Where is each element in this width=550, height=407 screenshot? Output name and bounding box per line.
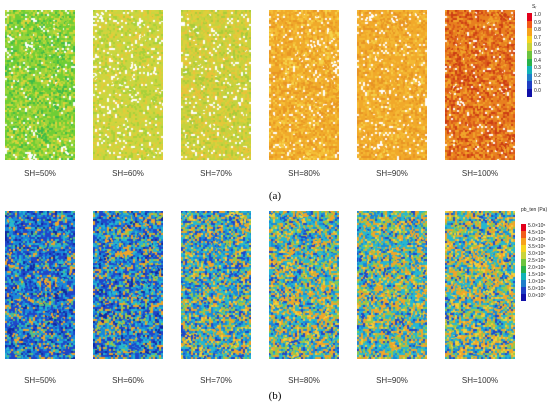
legend-tick-label: 0.0 <box>534 88 541 94</box>
legend-swatch <box>521 280 526 287</box>
legend-title: pb_ten (Pa) <box>521 207 548 213</box>
sh-label: SH=100% <box>461 169 499 178</box>
legend-tick-label: 2.0×10⁵ <box>528 265 546 271</box>
saturation-legend: Sᵣ 1.0 0.9 0.8 0.7 0.6 0.5 0.4 0.3 0.2 0.1 0.0 <box>525 4 550 104</box>
legend-tick-label: 0.4 <box>534 57 541 64</box>
legend-tick-label: 5.0×10⁴ <box>528 286 546 292</box>
sh-label: SH=50% <box>24 169 56 178</box>
legend-swatch <box>527 58 532 67</box>
tensile-legend: pb_ten (Pa) 5.0×10⁵ 4.5×10⁵ 4.0×10⁵ 3.5×10⁵… <box>519 207 550 307</box>
panel-label-a: (a) <box>268 190 282 202</box>
legend-swatch <box>521 238 526 245</box>
sample-image-a-0 <box>5 10 75 160</box>
sh-label: SH=90% <box>376 376 408 385</box>
legend-tick-label: 0.7 <box>534 34 541 41</box>
sh-label: SH=80% <box>288 169 320 178</box>
sample-image-b-2 <box>181 211 251 359</box>
legend-tick-label: 0.1 <box>534 80 541 87</box>
legend-swatch <box>521 245 526 252</box>
sh-label: SH=80% <box>288 376 320 385</box>
legend-tick-label: 1.0 <box>534 12 541 18</box>
legend-tick-label: 4.5×10⁵ <box>528 230 546 236</box>
legend-swatch <box>521 294 526 301</box>
sample-image-b-5 <box>445 211 515 359</box>
legend-swatch <box>527 43 532 52</box>
sample-image-b-3 <box>269 211 339 359</box>
legend-swatch <box>521 266 526 273</box>
legend-tick-label: 3.5×10⁵ <box>528 244 546 250</box>
legend-tick-label: 1.5×10⁵ <box>528 272 546 278</box>
legend-tick-label: 2.5×10⁵ <box>528 258 546 264</box>
legend-swatch <box>527 81 532 90</box>
sh-label: SH=70% <box>200 376 232 385</box>
legend-tick-label: 0.5 <box>534 50 541 56</box>
panel-a-saturation: SH=50% SH=60% SH=70% SH=80% SH=90% SH=10… <box>5 4 550 202</box>
sh-label: SH=100% <box>461 376 499 385</box>
legend-swatch <box>527 66 532 75</box>
legend-swatch <box>527 13 532 21</box>
legend-swatch <box>521 252 526 259</box>
legend-swatch <box>521 231 526 238</box>
legend-tick-label: 0.9 <box>534 19 541 26</box>
sh-label: SH=90% <box>376 169 408 178</box>
sample-image-b-0 <box>5 211 75 359</box>
legend-swatch <box>527 28 532 37</box>
sample-image-b-4 <box>357 211 427 359</box>
panel-label-b: (b) <box>268 390 282 402</box>
legend-swatch <box>521 273 526 280</box>
panel-b-tensile-strength: SH=50% SH=60% SH=70% SH=80% SH=90% SH=10… <box>0 205 550 407</box>
legend-tick-label: 0.0×10⁰ <box>528 293 546 299</box>
legend-swatch <box>527 89 532 97</box>
legend-tick-label: 0.8 <box>534 27 541 34</box>
legend-swatch <box>527 20 532 29</box>
legend-tick-label: 0.3 <box>534 65 541 72</box>
legend-tick-label: 5.0×10⁵ <box>528 223 546 229</box>
sample-image-a-1 <box>93 10 163 160</box>
legend-swatch <box>527 51 532 59</box>
legend-swatch <box>527 73 532 82</box>
legend-tick-label: 1.0×10⁵ <box>528 279 546 285</box>
legend-tick-label: 0.6 <box>534 42 541 49</box>
legend-swatch <box>521 224 526 231</box>
sh-label: SH=60% <box>112 376 144 385</box>
sample-image-a-5 <box>445 10 515 160</box>
sh-label: SH=70% <box>200 169 232 178</box>
legend-swatch <box>521 287 526 294</box>
sample-image-a-2 <box>181 10 251 160</box>
sample-image-b-1 <box>93 211 163 359</box>
legend-swatch <box>527 35 532 44</box>
sh-label: SH=60% <box>112 169 144 178</box>
sh-label: SH=50% <box>24 376 56 385</box>
legend-title: Sᵣ <box>532 4 537 10</box>
sample-image-a-4 <box>357 10 427 160</box>
legend-tick-label: 0.2 <box>534 72 541 79</box>
legend-tick-label: 3.0×10⁵ <box>528 251 546 257</box>
sample-image-a-3 <box>269 10 339 160</box>
legend-tick-label: 4.0×10⁵ <box>528 237 546 243</box>
legend-swatch <box>521 259 526 266</box>
